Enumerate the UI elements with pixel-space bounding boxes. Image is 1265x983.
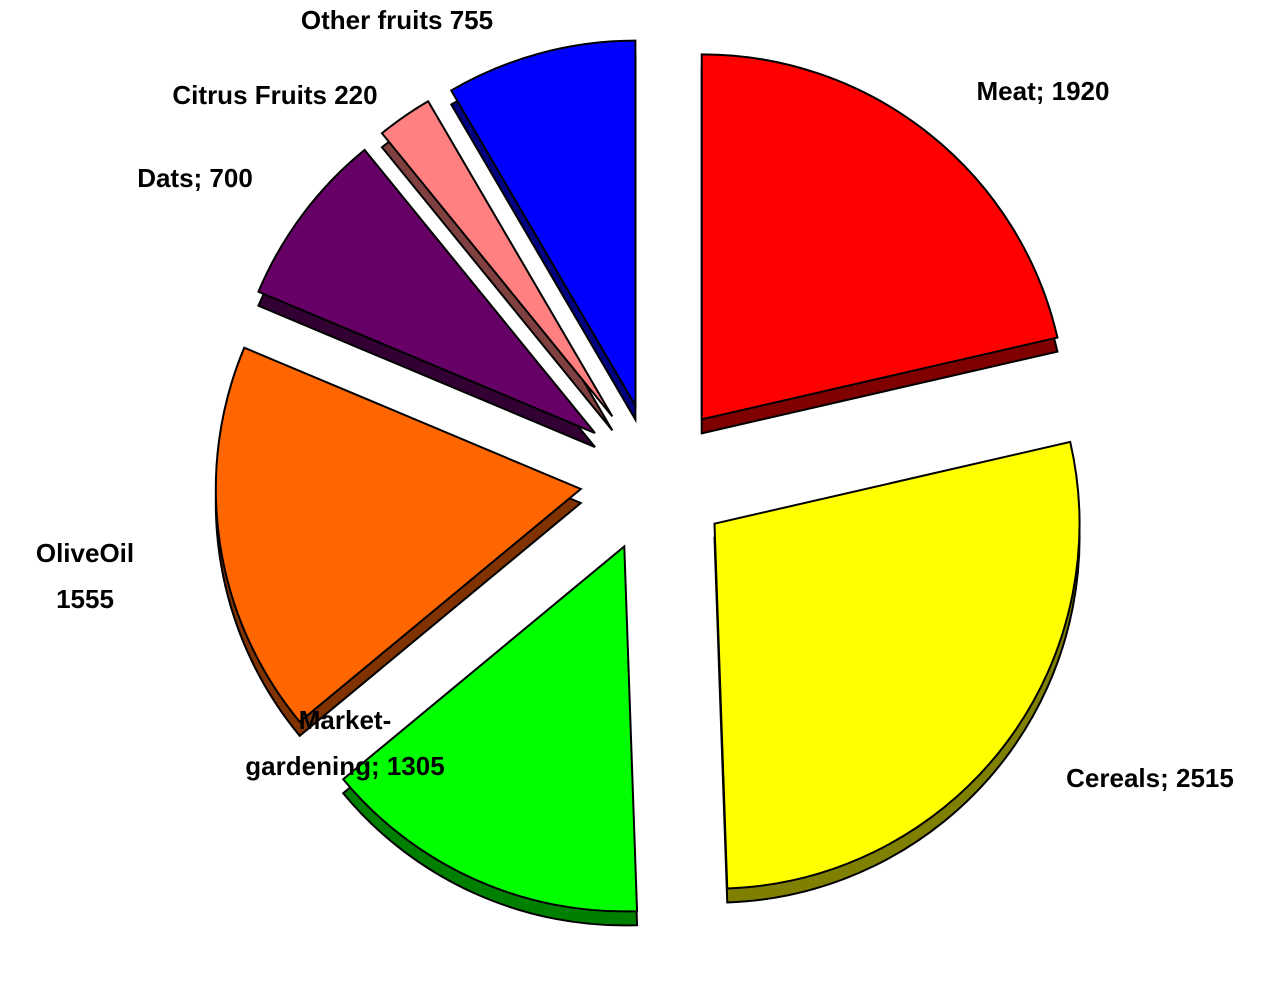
label-line: Cereals; 2515	[1066, 763, 1234, 793]
label-line: gardening; 1305	[245, 751, 444, 781]
slice	[257, 148, 596, 434]
label-line: Market-	[299, 705, 391, 735]
data-label: Citrus Fruits 220	[172, 80, 377, 110]
slice	[449, 39, 637, 410]
label-line: OliveOil	[36, 538, 134, 568]
data-label: Cereals; 2515	[1066, 763, 1234, 793]
data-label: OliveOil 1555	[36, 538, 134, 614]
label-line: Other fruits 755	[301, 5, 493, 35]
data-label: Dats; 700	[137, 163, 253, 193]
slice	[380, 99, 614, 417]
label-line: Dats; 700	[137, 163, 253, 193]
data-label: Market-gardening; 1305	[245, 705, 444, 781]
slice	[713, 440, 1081, 890]
data-label: Other fruits 755	[301, 5, 493, 35]
slice	[214, 346, 583, 724]
label-line: Meat; 1920	[977, 76, 1110, 106]
data-label: Meat; 1920	[977, 76, 1110, 106]
slice	[700, 53, 1059, 421]
label-line: 1555	[56, 584, 114, 614]
slice	[341, 544, 639, 913]
label-line: Citrus Fruits 220	[172, 80, 377, 110]
